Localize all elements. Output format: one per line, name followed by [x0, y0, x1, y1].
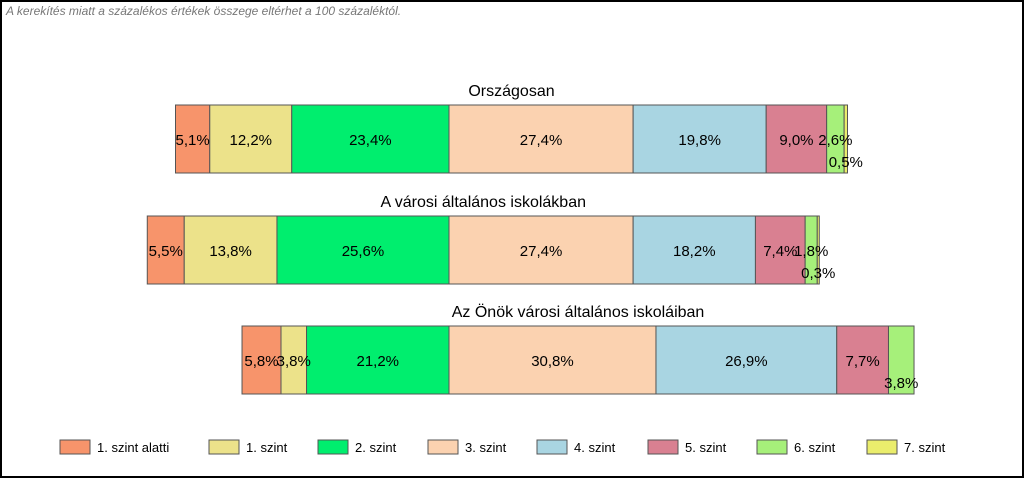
data-label-1-2: 25,6% [342, 243, 385, 260]
bar-segment-0-3 [448, 104, 634, 174]
bar-segment-1-4 [632, 215, 756, 285]
bar-segment-1-7 [816, 215, 820, 285]
bar-segment-0-5 [765, 104, 828, 174]
legend-swatch-1 [208, 439, 240, 455]
bar-segment-0-0 [175, 104, 211, 174]
bar-segment-2-0 [241, 325, 282, 395]
data-label-0-4: 19,8% [678, 132, 721, 149]
legend-label-7: 7. szint [904, 440, 946, 455]
data-label-1-6: 1,8% [794, 243, 828, 260]
data-label-0-6: 2,6% [818, 132, 852, 149]
data-label-2-0: 5,8% [244, 353, 278, 370]
data-label-1-0: 5,5% [149, 243, 183, 260]
bar-segment-2-3 [448, 325, 657, 395]
bar-segment-2-5 [836, 325, 889, 395]
bar-segment-2-1 [280, 325, 308, 395]
row-title-1: A városi általános iskolákban [381, 194, 586, 211]
data-label-1-7: 0,3% [801, 265, 835, 282]
data-label-1-5: 7,4% [763, 243, 797, 260]
data-label-2-4: 26,9% [725, 353, 768, 370]
bar-segment-0-4 [632, 104, 767, 174]
bar-segment-2-4 [655, 325, 838, 395]
legend-label-3: 3. szint [465, 440, 507, 455]
data-label-1-4: 18,2% [673, 243, 716, 260]
bar-segment-1-1 [183, 215, 278, 285]
data-label-0-7: 0,5% [829, 154, 863, 171]
data-label-0-3: 27,4% [520, 132, 563, 149]
legend-swatch-4 [536, 439, 568, 455]
data-label-2-3: 30,8% [531, 353, 574, 370]
bar-segment-2-2 [306, 325, 450, 395]
data-label-0-0: 5,1% [176, 132, 210, 149]
legend-swatch-0 [59, 439, 91, 455]
data-label-0-1: 12,2% [229, 132, 272, 149]
row-title-0: Országosan [468, 83, 554, 100]
data-label-0-2: 23,4% [349, 132, 392, 149]
data-label-0-5: 9,0% [779, 132, 813, 149]
legend-label-6: 6. szint [794, 440, 836, 455]
legend-swatch-3 [427, 439, 459, 455]
bar-segment-2-6 [887, 325, 915, 395]
bar-segment-1-0 [146, 215, 185, 285]
data-label-2-2: 21,2% [356, 353, 399, 370]
legend-swatch-7 [866, 439, 898, 455]
bar-segment-1-2 [276, 215, 450, 285]
legend-swatch-5 [647, 439, 679, 455]
data-label-2-1: 3,8% [277, 353, 311, 370]
legend-swatch-2 [317, 439, 349, 455]
legend-label-0: 1. szint alatti [97, 440, 169, 455]
bar-segment-1-3 [448, 215, 634, 285]
bar-segment-1-5 [754, 215, 806, 285]
data-label-1-3: 27,4% [520, 243, 563, 260]
legend-label-1: 1. szint [246, 440, 288, 455]
data-label-2-6: 3,8% [884, 375, 918, 392]
legend-swatch-6 [756, 439, 788, 455]
legend-label-4: 4. szint [574, 440, 616, 455]
legend-label-2: 2. szint [355, 440, 397, 455]
legend-label-5: 5. szint [685, 440, 727, 455]
rounding-note: A kerekítés miatt a százalékos értékek ö… [6, 4, 402, 18]
data-label-1-1: 13,8% [209, 243, 252, 260]
bar-segment-0-7 [843, 104, 849, 174]
row-title-2: Az Önök városi általános iskoláiban [452, 303, 705, 321]
data-label-2-5: 7,7% [846, 353, 880, 370]
